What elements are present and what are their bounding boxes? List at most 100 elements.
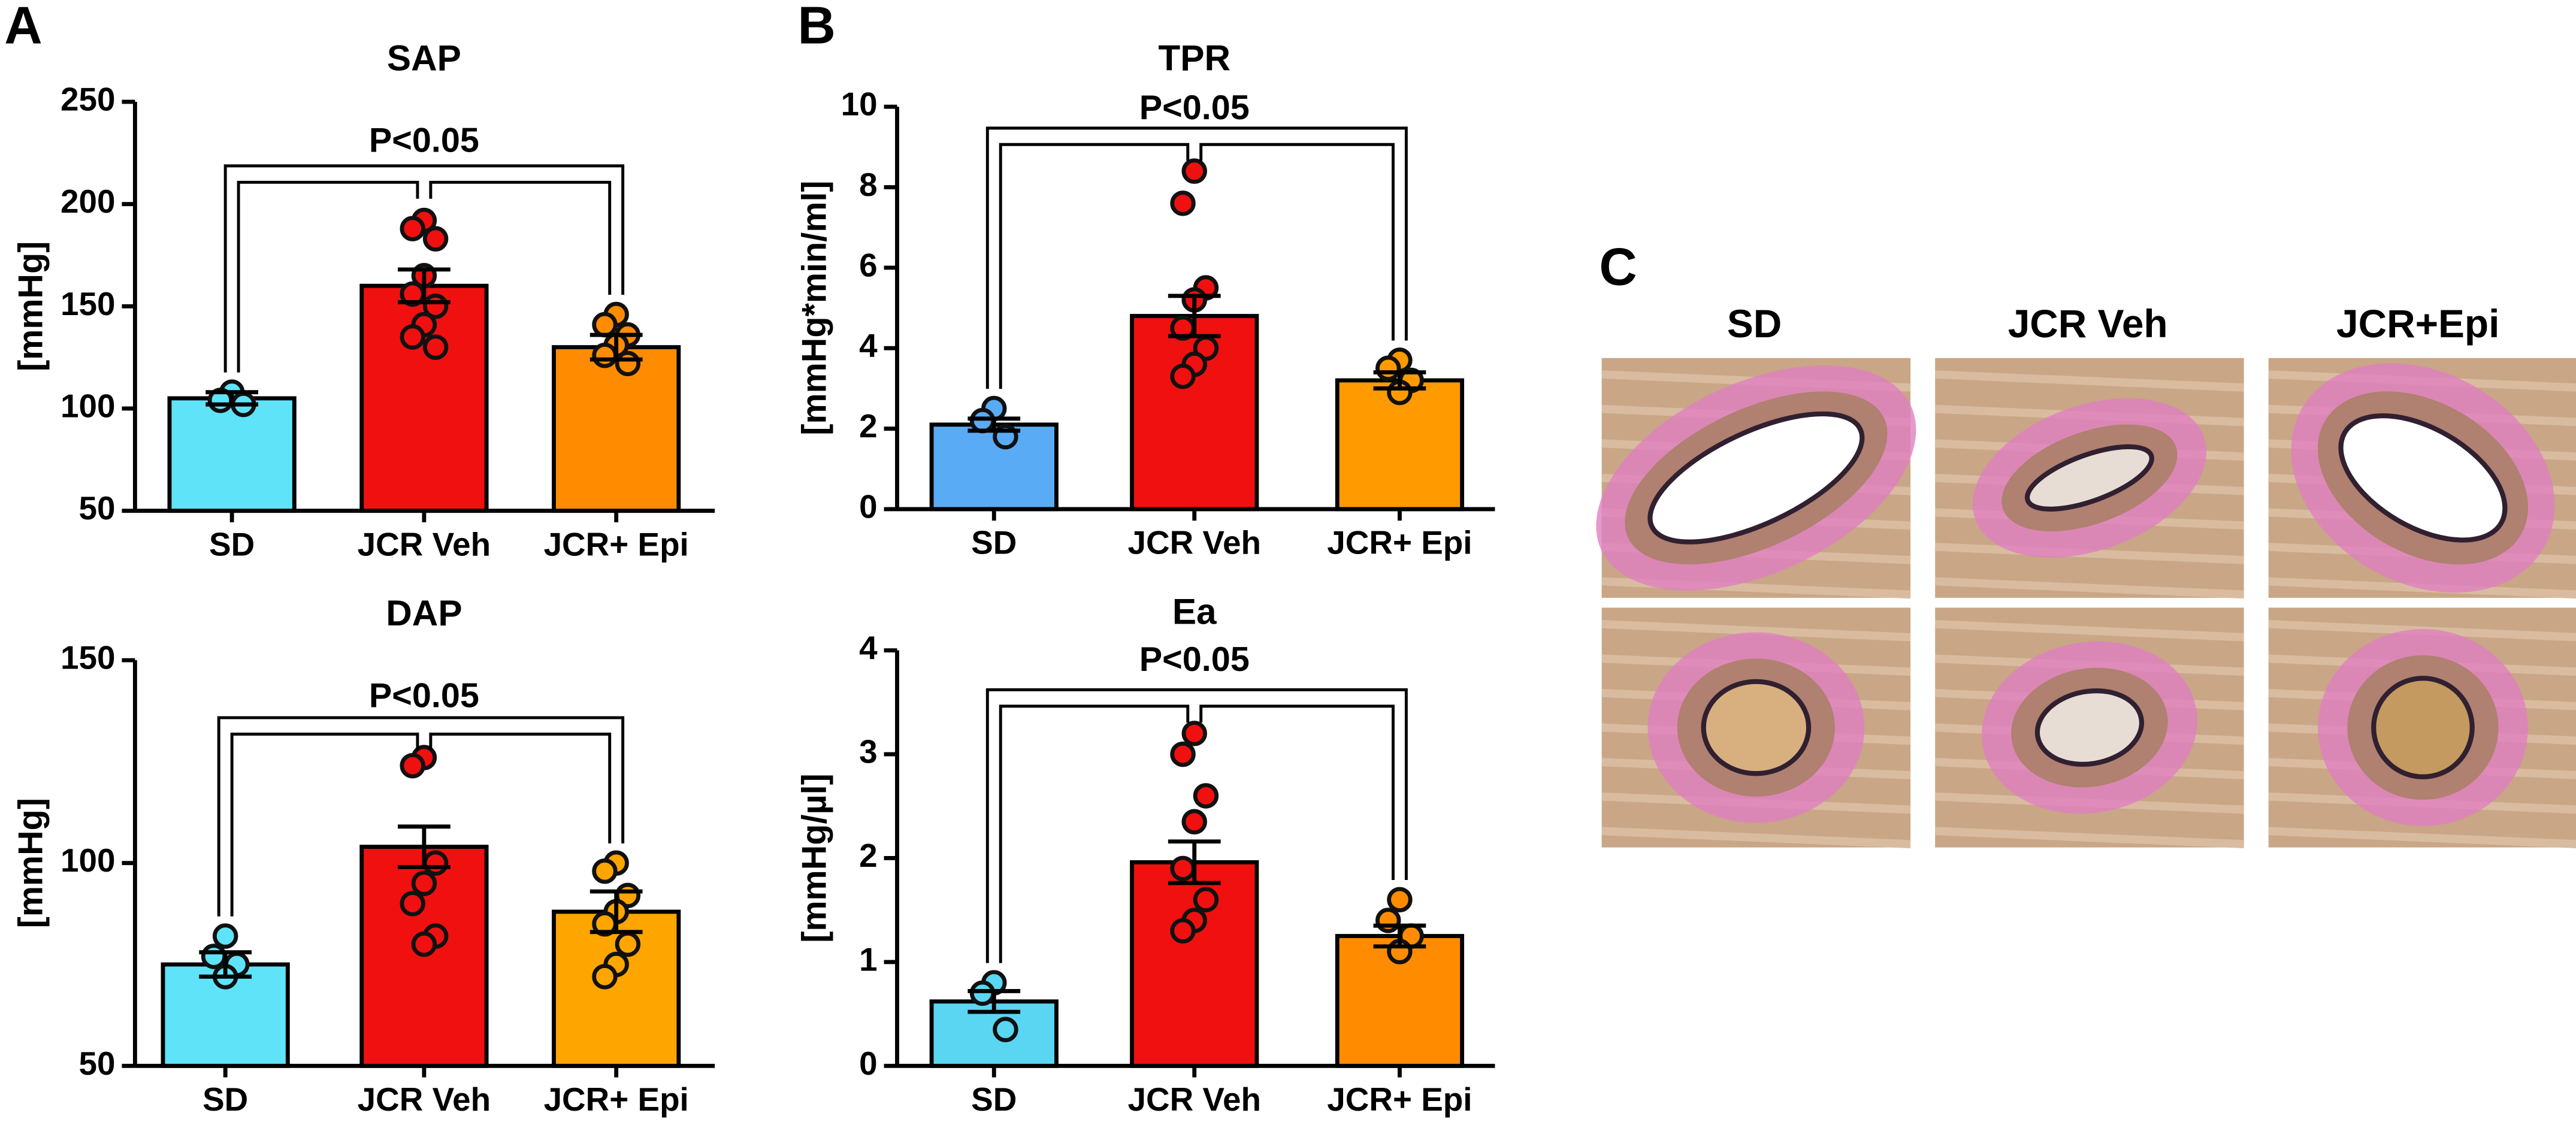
significance-bracket: [1199, 143, 1395, 341]
data-point: [201, 943, 227, 969]
data-point: [400, 752, 425, 779]
y-tick-label: 200: [61, 183, 115, 220]
y-tick-label: 50: [78, 489, 115, 527]
data-point: [592, 342, 618, 368]
y-tick-label: 1: [859, 940, 878, 978]
x-tick-label: JCR Veh: [358, 525, 491, 562]
histology-column-label: JCR+Epi: [2336, 301, 2499, 346]
vessel-lumen: [2371, 676, 2475, 779]
tissue-fiber: [1934, 577, 2244, 599]
tissue-fiber: [1934, 827, 2244, 849]
y-tick-label: 0: [859, 488, 878, 525]
data-point: [969, 980, 996, 1006]
panel-label: C: [1599, 238, 1637, 297]
data-point: [1375, 908, 1401, 933]
bar: [552, 909, 681, 1068]
tissue-fiber: [1934, 370, 2244, 392]
vessel-lumen: [1701, 679, 1812, 776]
data-point: [592, 964, 618, 990]
data-point: [422, 226, 449, 252]
significance-label: P<0.05: [369, 676, 479, 715]
significance-bracket: [429, 180, 612, 295]
data-point: [615, 350, 641, 377]
y-axis-label: [mmHg*min/ml]: [795, 180, 833, 435]
vessel-lumen: [2034, 688, 2145, 767]
tissue-fiber: [1601, 619, 1911, 642]
y-tick-label: 250: [61, 80, 115, 117]
data-point: [400, 216, 425, 241]
data-point: [1193, 887, 1219, 913]
x-tick-label: JCR+ Epi: [1327, 1081, 1472, 1118]
y-tick-label: 150: [61, 639, 115, 676]
data-point: [411, 870, 437, 896]
bar: [552, 345, 681, 513]
x-tick-label: SD: [971, 524, 1017, 561]
vessel-lumen: [2024, 444, 2154, 512]
significance-bracket: [985, 126, 1408, 389]
chart-title: TPR: [1158, 37, 1230, 78]
x-tick-label: JCR+ Epi: [544, 525, 689, 562]
y-tick-label: 8: [859, 166, 878, 203]
data-point: [1170, 741, 1196, 767]
panel-label: A: [4, 0, 42, 55]
data-point: [1181, 721, 1207, 746]
data-point: [1170, 190, 1196, 216]
tissue-fiber: [1934, 543, 2244, 564]
y-tick-label: 2: [859, 837, 878, 874]
data-point: [592, 312, 618, 338]
significance-bracket: [999, 704, 1190, 963]
y-tick-label: 2: [859, 407, 878, 444]
y-axis-label: [mmHg]: [12, 798, 50, 928]
data-point: [1387, 887, 1413, 913]
x-tick-label: JCR+ Epi: [1327, 524, 1472, 561]
chart-title: SAP: [387, 37, 461, 78]
x-tick-label: JCR Veh: [1128, 524, 1261, 561]
y-tick-label: 4: [859, 327, 878, 364]
data-point: [1375, 355, 1401, 382]
y-tick-label: 150: [61, 285, 115, 322]
y-tick-label: 100: [61, 842, 115, 879]
y-tick-label: 10: [841, 86, 878, 123]
significance-bracket: [230, 733, 419, 917]
y-tick-label: 6: [859, 246, 878, 283]
x-tick-label: JCR+ Epi: [544, 1081, 689, 1118]
x-tick-label: JCR Veh: [358, 1081, 491, 1118]
significance-label: P<0.05: [1139, 640, 1250, 679]
data-point: [592, 858, 618, 884]
data-point: [1170, 363, 1196, 389]
significance-bracket: [1199, 704, 1395, 880]
data-point: [993, 1017, 1018, 1042]
significance-bracket: [223, 164, 625, 373]
data-point: [422, 850, 449, 876]
bar: [1130, 860, 1259, 1068]
significance-bracket: [429, 733, 612, 843]
y-tick-label: 3: [859, 733, 878, 770]
histology-column-label: JCR Veh: [2008, 301, 2168, 346]
y-tick-label: 50: [78, 1045, 115, 1082]
y-tick-label: 4: [859, 629, 878, 666]
tissue-fiber: [2268, 827, 2576, 848]
data-point: [1181, 158, 1207, 184]
data-point: [1170, 855, 1196, 882]
x-tick-label: SD: [971, 1081, 1017, 1118]
significance-bracket: [217, 716, 625, 917]
y-tick-label: 100: [61, 387, 115, 424]
data-point: [1193, 783, 1219, 809]
significance-bracket: [999, 143, 1190, 389]
significance-label: P<0.05: [369, 122, 479, 160]
data-point: [400, 891, 425, 917]
significance-bracket: [237, 180, 419, 373]
y-axis-label: [mmHg/µl]: [795, 773, 833, 943]
bar: [167, 396, 297, 513]
tissue-fiber: [1601, 827, 1911, 849]
data-point: [1181, 809, 1207, 835]
data-point: [411, 931, 437, 957]
panel-label: B: [797, 0, 835, 55]
chart-title: DAP: [386, 592, 462, 633]
histology-column-label: SD: [1727, 301, 1782, 346]
significance-bracket: [985, 688, 1408, 963]
y-axis-label: [mmHg]: [12, 241, 50, 371]
data-point: [422, 334, 449, 360]
y-tick-label: 0: [859, 1045, 878, 1082]
